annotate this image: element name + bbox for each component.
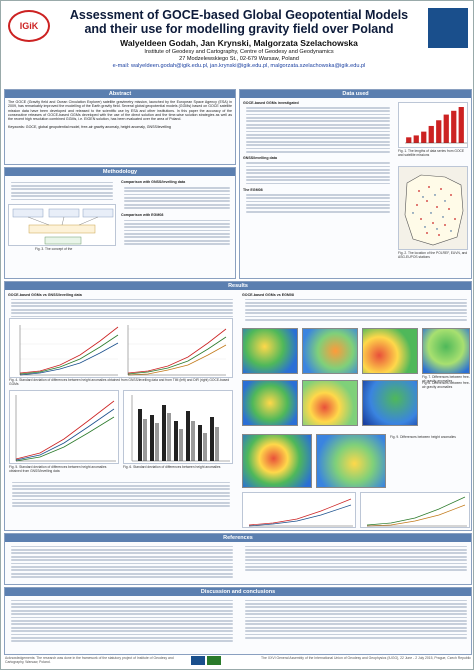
authors: Walyeldeen Godah, Jan Krynski, Malgorzat… <box>120 38 358 48</box>
methodology-heading: Methodology <box>5 168 235 176</box>
map-b2 <box>302 380 358 426</box>
fig4-caption: Fig. 4. Standard deviation of difference… <box>9 378 230 386</box>
references-heading: References <box>5 534 471 542</box>
data-used-heading: Data used <box>240 90 471 98</box>
results-heading: Results <box>5 282 471 290</box>
conference-logo <box>428 8 468 48</box>
methodology-right-text: Comparison with GNSS/levelling data Comp… <box>121 180 233 247</box>
fig4-svg <box>19 325 227 376</box>
results-right-heading: GOCE-based GGMs vs EGM08 <box>242 293 294 297</box>
fig1-chart <box>398 102 468 148</box>
fig6-svg <box>131 395 230 462</box>
sponsor-logo-1 <box>191 656 205 665</box>
map-b3 <box>362 380 418 426</box>
fig3-diagram <box>8 204 116 246</box>
references-right <box>242 544 470 573</box>
fig2-caption: Fig. 2. The location of the POLREF, EUVN… <box>398 251 468 259</box>
map-c2 <box>316 434 386 488</box>
fig1-caption: Fig. 1. The lengths of data series from … <box>398 149 465 157</box>
map-b1 <box>242 380 298 426</box>
title-line-1: Assessment of GOCE-based Global Geopoten… <box>69 8 409 22</box>
method-sub-gnss: Comparison with GNSS/levelling data <box>121 180 186 184</box>
keywords: Keywords: GOCE, global geopotential mode… <box>8 125 171 130</box>
results-left-heading: GOCE-based GGMs vs GNSS/levelling data <box>8 293 82 297</box>
map-a2 <box>302 328 358 374</box>
fig7-caption: Fig. 7. Differences between free-air gra… <box>422 375 470 383</box>
fig1-bar <box>428 125 434 143</box>
fig10-chart <box>242 492 356 528</box>
fig5-svg <box>15 395 116 462</box>
affiliation-line-1: Institute of Geodesy and Cartography, Ce… <box>144 49 334 55</box>
fig1-bar <box>421 131 427 143</box>
affiliation: Institute of Geodesy and Cartography, Ce… <box>54 49 424 69</box>
affiliation-line-2: 27 Modzelewskiego St., 02-679 Warsaw, Po… <box>179 55 299 62</box>
sponsor-logos <box>191 656 231 666</box>
fig4-chart <box>9 318 233 378</box>
fig10-svg <box>248 498 353 527</box>
results-left-text <box>8 297 236 319</box>
fig5-chart <box>9 390 119 464</box>
fig1-bar <box>436 120 442 143</box>
fig2-svg <box>404 174 464 246</box>
data-item-ggms: GOCE-based GGMs investigated <box>243 101 299 105</box>
data-used-section: Data used GOCE-based GGMs investigated G… <box>239 89 472 279</box>
discussion-right <box>242 598 470 640</box>
results-right-text <box>242 297 470 322</box>
fig3-caption: Fig. 3. The concept of the <box>35 247 73 251</box>
map-a3 <box>362 328 418 374</box>
poster-header: IGiK Assessment of GOCE-based Global Geo… <box>4 4 472 88</box>
references-section: References <box>4 533 472 585</box>
emails: e-mail: walyeldeen.godah@igik.edu.pl, ja… <box>112 62 366 69</box>
results-section: Results GOCE-based GGMs vs GNSS/levellin… <box>4 281 472 531</box>
fig12-svg <box>366 496 467 527</box>
fig6-caption: Fig. 6. Standard deviation of difference… <box>123 465 221 469</box>
fig9-caption: Fig. 9. Differences between height anoma… <box>390 435 456 439</box>
data-item-egm08: The EGM08 <box>243 187 263 192</box>
title-line-2: and their use for modelling gravity fiel… <box>84 22 394 36</box>
methodology-left-text <box>8 180 116 202</box>
logo-text: IGiK <box>19 21 39 31</box>
fig2-map <box>398 166 468 250</box>
discussion-section: Discussion and conclusions <box>4 587 472 655</box>
poster-title: Assessment of GOCE-based Global Geopoten… <box>54 8 424 36</box>
map-a1 <box>242 328 298 374</box>
fig1-bar <box>443 114 449 143</box>
fig1-svg <box>405 107 467 144</box>
abstract-heading: Abstract <box>5 90 235 98</box>
fig1-bar <box>406 137 412 143</box>
fig1-bar <box>451 110 457 143</box>
methodology-section: Methodology Fig. 3. The concept of the C… <box>4 167 236 279</box>
abstract-text: The GOCE (Gravity field and Ocean Circul… <box>8 100 232 122</box>
abstract-section: Abstract The GOCE (Gravity field and Oce… <box>4 89 236 165</box>
discussion-left <box>8 598 236 644</box>
map-a4 <box>422 328 470 374</box>
discussion-heading: Discussion and conclusions <box>5 588 471 596</box>
data-item-gnss: GNSS/levelling data <box>243 156 277 161</box>
fig5-caption: Fig. 5. Standard deviation of difference… <box>9 465 107 473</box>
conference-footer: The XXVI General Assembly of the Interna… <box>261 656 471 660</box>
sponsor-logo-2 <box>207 656 221 665</box>
data-used-text: GOCE-based GGMs investigated GNSS/levell… <box>243 101 393 214</box>
map-c1 <box>242 434 312 488</box>
fig3-svg <box>12 208 114 245</box>
igik-logo: IGiK <box>8 10 50 42</box>
fig8-caption: Fig. 8. Differences between free-air gra… <box>422 381 470 389</box>
references-left <box>8 544 236 580</box>
fig1-bar <box>458 107 464 143</box>
method-sub-egm08: Comparison with EGM08 <box>121 212 164 217</box>
fig12-chart <box>360 492 470 528</box>
results-left-bottom-text <box>9 480 233 509</box>
fig6-chart <box>123 390 233 464</box>
acknowledgements: Acknowledgements: The research was done … <box>5 656 174 664</box>
fig1-bar <box>413 135 419 143</box>
